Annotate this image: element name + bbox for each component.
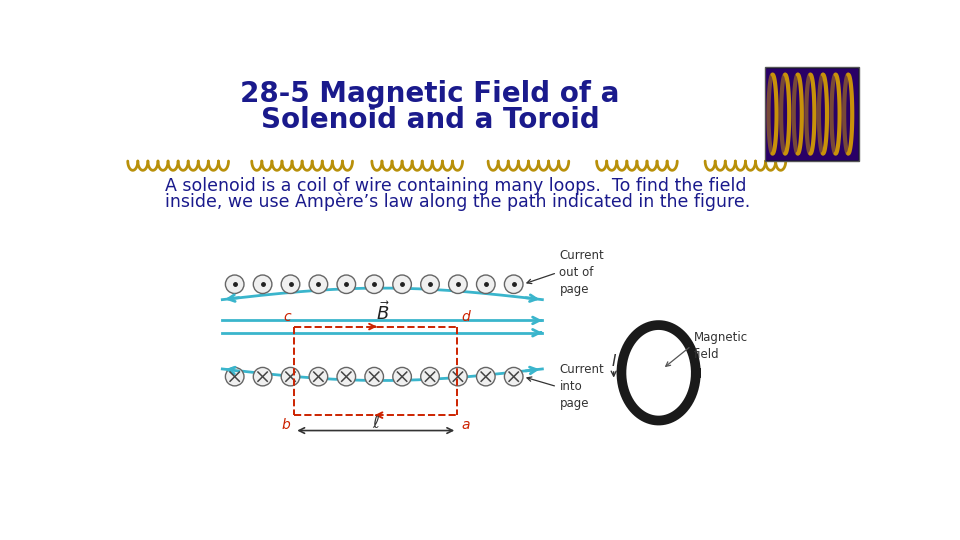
Circle shape xyxy=(337,275,355,294)
Text: $\vec{B}$: $\vec{B}$ xyxy=(376,301,391,323)
Circle shape xyxy=(365,275,383,294)
Circle shape xyxy=(393,275,412,294)
Circle shape xyxy=(448,367,468,386)
Circle shape xyxy=(309,367,327,386)
Circle shape xyxy=(448,275,468,294)
FancyBboxPatch shape xyxy=(766,69,858,159)
Text: a: a xyxy=(461,418,469,432)
Circle shape xyxy=(393,367,412,386)
Text: inside, we use Ampère’s law along the path indicated in the figure.: inside, we use Ampère’s law along the pa… xyxy=(165,193,750,211)
Text: $I$: $I$ xyxy=(611,353,616,369)
Text: Current
into
page: Current into page xyxy=(560,363,604,410)
Text: b: b xyxy=(281,418,291,432)
Text: d: d xyxy=(461,309,469,323)
Circle shape xyxy=(337,367,355,386)
Circle shape xyxy=(365,367,383,386)
Circle shape xyxy=(476,367,495,386)
Text: $\ell$: $\ell$ xyxy=(372,414,380,432)
Text: Current
out of
page: Current out of page xyxy=(560,249,604,296)
Circle shape xyxy=(253,367,272,386)
Circle shape xyxy=(309,275,327,294)
Text: A solenoid is a coil of wire containing many loops.  To find the field: A solenoid is a coil of wire containing … xyxy=(165,178,747,195)
Text: 28-5 Magnetic Field of a: 28-5 Magnetic Field of a xyxy=(240,80,620,108)
Text: c: c xyxy=(283,309,291,323)
FancyBboxPatch shape xyxy=(765,67,859,161)
Circle shape xyxy=(476,275,495,294)
Text: Magnetic
field: Magnetic field xyxy=(693,331,748,361)
Circle shape xyxy=(504,275,523,294)
Circle shape xyxy=(420,275,440,294)
Circle shape xyxy=(281,367,300,386)
Circle shape xyxy=(420,367,440,386)
Circle shape xyxy=(504,367,523,386)
Circle shape xyxy=(226,367,244,386)
Circle shape xyxy=(281,275,300,294)
Circle shape xyxy=(253,275,272,294)
Text: Solenoid and a Toroid: Solenoid and a Toroid xyxy=(260,106,599,134)
Circle shape xyxy=(226,275,244,294)
